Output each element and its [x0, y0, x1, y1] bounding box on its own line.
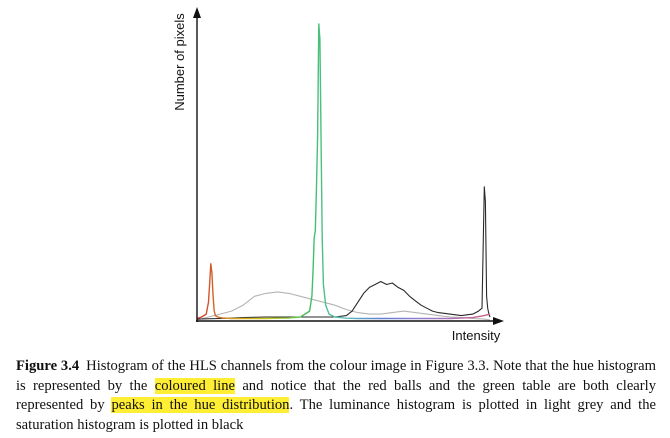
- histogram-chart: Number of pixels Intensity: [172, 7, 504, 343]
- luminance-histogram-line: [196, 291, 491, 321]
- figure-label: Figure 3.4: [16, 358, 80, 374]
- x-axis-label: Intensity: [452, 328, 501, 343]
- y-axis-arrow: [193, 7, 201, 18]
- plot-lines: [196, 23, 491, 321]
- figure-caption: Figure 3.4 Histogram of the HLS channels …: [16, 357, 656, 435]
- x-axis-arrow: [493, 317, 504, 325]
- caption-highlight-hue-peaks: peaks in the hue distribution: [111, 397, 290, 413]
- y-axis-label: Number of pixels: [172, 13, 187, 111]
- caption-text-3: . The luminance histogram is plotted in …: [16, 397, 656, 433]
- saturation-histogram-line: [196, 186, 491, 320]
- caption-text-1: Histogram of the HLS channels from the c…: [16, 358, 656, 394]
- caption-text-2: and notice that the red balls and the gr…: [16, 377, 656, 414]
- hue-histogram-line: [196, 23, 491, 320]
- histogram-figure: Number of pixels Intensity: [172, 7, 504, 343]
- caption-highlight-coloured-line: coloured line: [154, 377, 235, 394]
